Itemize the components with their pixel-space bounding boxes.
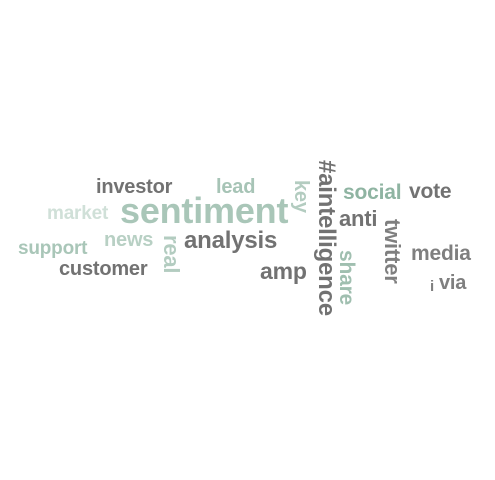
word-sentiment: sentiment <box>120 190 289 231</box>
word-news: news <box>104 229 154 251</box>
word-key: key <box>290 180 312 213</box>
word-i: i <box>430 278 434 295</box>
word-vote: vote <box>409 180 452 203</box>
word-amp: amp <box>260 258 307 284</box>
word-support: support <box>18 238 88 259</box>
word-share: share <box>335 250 358 306</box>
word-via: via <box>439 272 467 294</box>
word-investor: investor <box>96 176 173 198</box>
word-anti: anti <box>339 206 378 231</box>
word-twitter: twitter <box>380 219 405 284</box>
word-real: real <box>159 235 184 274</box>
word-media: media <box>411 242 471 265</box>
word-lead: lead <box>216 176 256 198</box>
word-analysis: analysis <box>184 227 278 254</box>
word-market: market <box>47 203 109 224</box>
word-social: social <box>343 181 402 204</box>
word-customer: customer <box>59 258 148 280</box>
